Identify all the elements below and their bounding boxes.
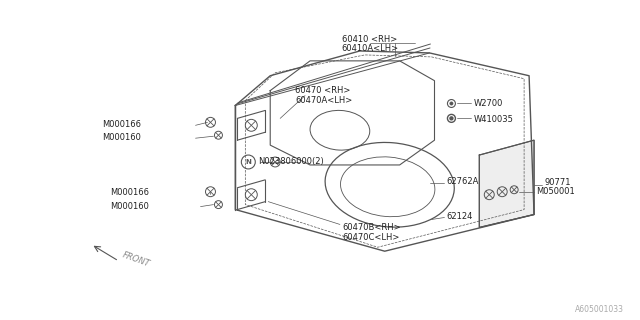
Text: M000160: M000160 bbox=[110, 202, 148, 211]
Text: 62124: 62124 bbox=[447, 212, 473, 221]
Text: 60470C<LH>: 60470C<LH> bbox=[342, 233, 399, 242]
Text: N023806000(2): N023806000(2) bbox=[259, 157, 324, 166]
Circle shape bbox=[450, 102, 453, 105]
Text: A605001033: A605001033 bbox=[575, 305, 623, 314]
Text: M000166: M000166 bbox=[109, 188, 148, 197]
Circle shape bbox=[450, 117, 453, 120]
Text: 60410A<LH>: 60410A<LH> bbox=[341, 44, 398, 53]
Text: M000166: M000166 bbox=[102, 120, 141, 129]
Text: M050001: M050001 bbox=[536, 187, 575, 196]
Text: N: N bbox=[245, 159, 252, 165]
Text: 62762A: 62762A bbox=[447, 177, 479, 186]
Text: 60470 <RH>: 60470 <RH> bbox=[295, 86, 351, 95]
Polygon shape bbox=[479, 140, 534, 228]
Text: 90771: 90771 bbox=[544, 178, 570, 187]
Text: 60470B<RH>: 60470B<RH> bbox=[342, 223, 401, 232]
Text: W410035: W410035 bbox=[474, 115, 513, 124]
Text: 60470A<LH>: 60470A<LH> bbox=[295, 96, 353, 105]
Text: FRONT: FRONT bbox=[122, 250, 152, 268]
Text: M000160: M000160 bbox=[102, 133, 141, 142]
Text: W2700: W2700 bbox=[474, 99, 502, 108]
Text: 60410 <RH>: 60410 <RH> bbox=[342, 35, 397, 44]
